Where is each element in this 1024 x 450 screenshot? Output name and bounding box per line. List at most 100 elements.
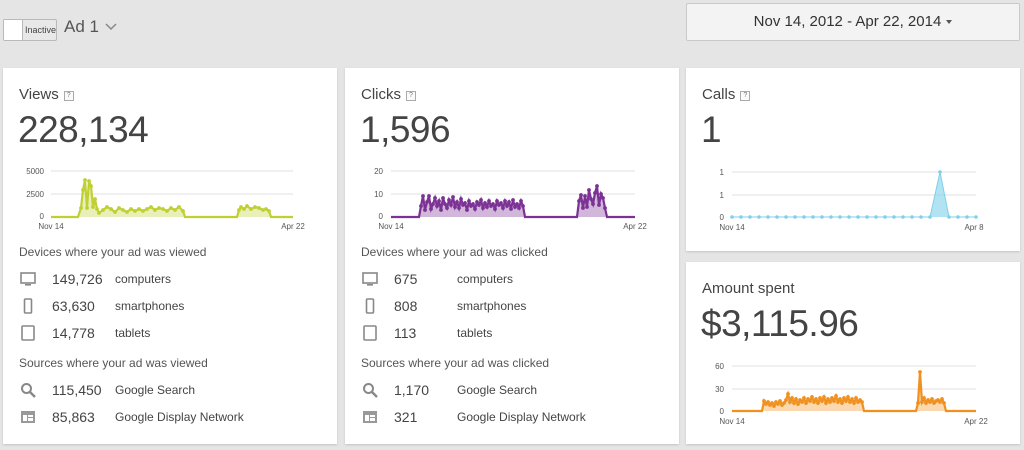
data-point[interactable] — [730, 215, 734, 219]
data-point[interactable] — [245, 204, 249, 208]
data-point[interactable] — [87, 179, 91, 183]
data-point[interactable] — [778, 399, 782, 403]
data-point[interactable] — [519, 199, 523, 203]
data-point[interactable] — [591, 202, 595, 206]
data-point[interactable] — [739, 215, 743, 219]
data-point[interactable] — [757, 215, 761, 219]
data-point[interactable] — [433, 196, 437, 200]
data-point[interactable] — [145, 207, 149, 211]
data-point[interactable] — [790, 396, 794, 400]
data-point[interactable] — [125, 210, 129, 214]
data-point[interactable] — [129, 207, 133, 211]
data-point[interactable] — [495, 199, 499, 203]
data-point[interactable] — [942, 401, 946, 405]
data-point[interactable] — [928, 400, 932, 404]
data-point[interactable] — [834, 394, 838, 398]
data-point[interactable] — [423, 208, 427, 212]
data-point[interactable] — [419, 204, 423, 208]
data-point[interactable] — [177, 205, 181, 209]
data-point[interactable] — [842, 396, 846, 400]
data-point[interactable] — [840, 401, 844, 405]
help-icon[interactable]: ? — [406, 91, 416, 101]
data-point[interactable] — [585, 205, 589, 209]
data-point[interactable] — [938, 170, 942, 174]
data-point[interactable] — [581, 206, 585, 210]
data-point[interactable] — [782, 401, 786, 405]
data-point[interactable] — [595, 184, 599, 188]
data-point[interactable] — [253, 205, 257, 209]
data-point[interactable] — [824, 401, 828, 405]
data-point[interactable] — [597, 203, 601, 207]
data-point[interactable] — [133, 209, 137, 213]
data-point[interactable] — [173, 208, 177, 212]
data-point[interactable] — [830, 396, 834, 400]
data-point[interactable] — [776, 402, 780, 406]
data-point[interactable] — [788, 400, 792, 404]
data-point[interactable] — [848, 400, 852, 404]
data-point[interactable] — [479, 198, 483, 202]
data-point[interactable] — [445, 206, 449, 210]
data-point[interactable] — [847, 215, 851, 219]
data-point[interactable] — [467, 199, 471, 203]
data-point[interactable] — [772, 404, 776, 408]
data-point[interactable] — [812, 400, 816, 404]
data-point[interactable] — [181, 209, 185, 213]
data-point[interactable] — [762, 399, 766, 403]
data-point[interactable] — [261, 208, 265, 212]
data-point[interactable] — [463, 201, 467, 205]
data-point[interactable] — [802, 396, 806, 400]
data-point[interactable] — [822, 395, 826, 399]
data-point[interactable] — [427, 194, 431, 198]
data-point[interactable] — [451, 195, 455, 199]
data-point[interactable] — [237, 208, 241, 212]
data-point[interactable] — [85, 206, 89, 210]
data-point[interactable] — [922, 396, 926, 400]
data-point[interactable] — [465, 208, 469, 212]
data-point[interactable] — [121, 208, 125, 212]
data-point[interactable] — [149, 205, 153, 209]
data-point[interactable] — [846, 395, 850, 399]
data-point[interactable] — [169, 206, 173, 210]
data-point[interactable] — [829, 215, 833, 219]
data-point[interactable] — [95, 207, 99, 211]
data-point[interactable] — [137, 207, 141, 211]
data-point[interactable] — [487, 199, 491, 203]
data-point[interactable] — [826, 397, 830, 401]
data-point[interactable] — [816, 401, 820, 405]
data-point[interactable] — [153, 208, 157, 212]
help-icon[interactable]: ? — [63, 91, 74, 101]
data-point[interactable] — [507, 200, 511, 204]
data-point[interactable] — [91, 205, 95, 209]
data-point[interactable] — [794, 397, 798, 401]
data-point[interactable] — [449, 203, 453, 207]
data-point[interactable] — [249, 207, 253, 211]
data-point[interactable] — [109, 207, 113, 211]
data-point[interactable] — [844, 399, 848, 403]
data-point[interactable] — [485, 205, 489, 209]
data-point[interactable] — [447, 198, 451, 202]
data-point[interactable] — [421, 194, 425, 198]
data-point[interactable] — [161, 207, 165, 211]
data-point[interactable] — [471, 202, 475, 206]
data-point[interactable] — [503, 199, 507, 203]
data-point[interactable] — [940, 397, 944, 401]
data-point[interactable] — [860, 400, 864, 404]
data-point[interactable] — [850, 397, 854, 401]
help-icon[interactable]: ? — [740, 91, 751, 101]
data-point[interactable] — [802, 215, 806, 219]
data-point[interactable] — [499, 201, 503, 205]
data-point[interactable] — [965, 215, 969, 219]
data-point[interactable] — [509, 207, 513, 211]
data-point[interactable] — [515, 202, 519, 206]
data-point[interactable] — [441, 196, 445, 200]
data-point[interactable] — [457, 206, 461, 210]
data-point[interactable] — [820, 399, 824, 403]
data-point[interactable] — [784, 215, 788, 219]
data-point[interactable] — [836, 400, 840, 404]
data-point[interactable] — [141, 209, 145, 213]
data-point[interactable] — [810, 395, 814, 399]
data-point[interactable] — [854, 396, 858, 400]
data-point[interactable] — [814, 397, 818, 401]
data-point[interactable] — [793, 215, 797, 219]
data-point[interactable] — [493, 207, 497, 211]
